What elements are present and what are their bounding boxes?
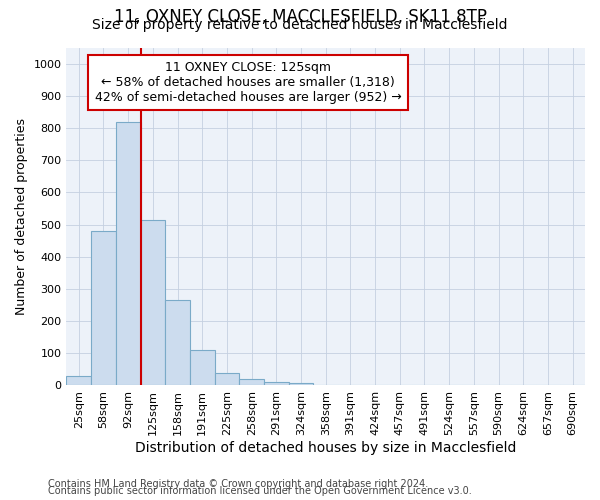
Bar bbox=[91, 231, 116, 386]
Bar bbox=[215, 372, 239, 386]
Y-axis label: Number of detached properties: Number of detached properties bbox=[15, 118, 28, 315]
Text: Size of property relative to detached houses in Macclesfield: Size of property relative to detached ho… bbox=[92, 18, 508, 32]
Bar bbox=[289, 383, 313, 386]
X-axis label: Distribution of detached houses by size in Macclesfield: Distribution of detached houses by size … bbox=[135, 441, 517, 455]
Bar bbox=[239, 379, 264, 386]
Text: 11, OXNEY CLOSE, MACCLESFIELD, SK11 8TP: 11, OXNEY CLOSE, MACCLESFIELD, SK11 8TP bbox=[113, 8, 487, 26]
Text: Contains HM Land Registry data © Crown copyright and database right 2024.: Contains HM Land Registry data © Crown c… bbox=[48, 479, 428, 489]
Bar bbox=[165, 300, 190, 386]
Bar bbox=[140, 220, 165, 386]
Bar bbox=[116, 122, 140, 386]
Text: 11 OXNEY CLOSE: 125sqm
← 58% of detached houses are smaller (1,318)
42% of semi-: 11 OXNEY CLOSE: 125sqm ← 58% of detached… bbox=[95, 61, 401, 104]
Text: Contains public sector information licensed under the Open Government Licence v3: Contains public sector information licen… bbox=[48, 486, 472, 496]
Bar bbox=[264, 382, 289, 386]
Bar bbox=[190, 350, 215, 386]
Bar bbox=[67, 376, 91, 386]
